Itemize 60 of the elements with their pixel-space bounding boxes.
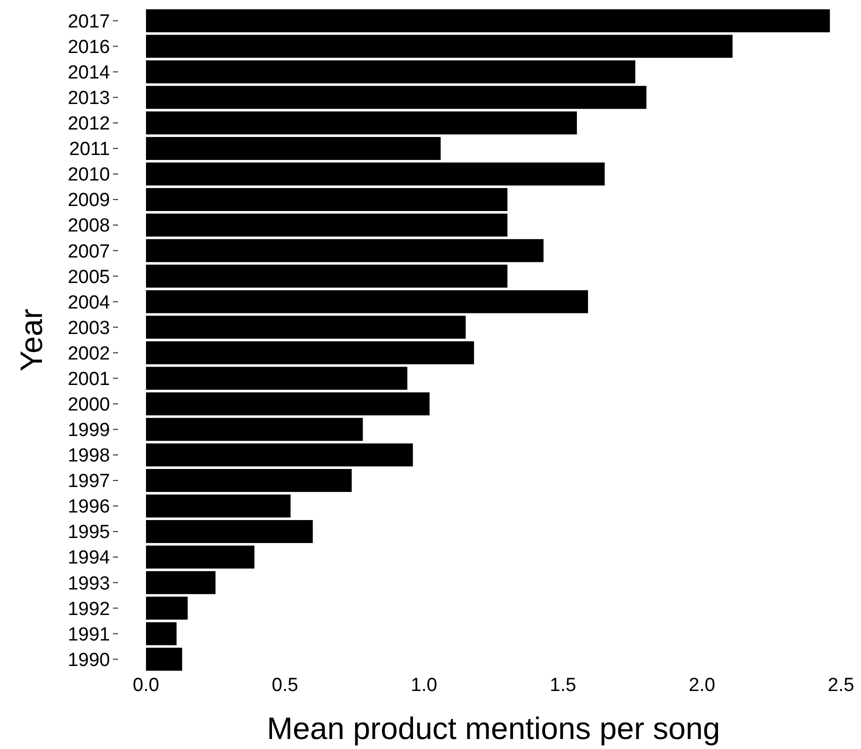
y-tick-label: 2008 bbox=[68, 216, 110, 237]
y-tick-label: 1991 bbox=[68, 624, 110, 646]
bar bbox=[146, 9, 830, 32]
bar bbox=[146, 494, 291, 518]
x-tick-label: 0.0 bbox=[132, 675, 160, 696]
bar bbox=[146, 60, 636, 84]
y-tick-label: 1997 bbox=[68, 471, 110, 492]
bar bbox=[146, 34, 733, 58]
bar bbox=[146, 316, 466, 339]
bar bbox=[146, 392, 430, 416]
bar bbox=[146, 622, 177, 646]
bar bbox=[146, 596, 188, 620]
bar bbox=[146, 188, 508, 212]
y-tick-label: 1998 bbox=[68, 446, 110, 467]
bar bbox=[146, 648, 182, 671]
y-tick-label: 1999 bbox=[68, 420, 110, 442]
y-tick-label: 1995 bbox=[68, 522, 110, 544]
bar bbox=[146, 86, 646, 109]
x-tick-label: 1.5 bbox=[550, 675, 576, 696]
y-tick-label: 2014 bbox=[68, 62, 110, 84]
y-tick-label: 2005 bbox=[68, 266, 110, 288]
y-tick-label: 2012 bbox=[68, 114, 110, 135]
y-tick-label: 1990 bbox=[68, 650, 110, 671]
y-tick-label: 1996 bbox=[68, 496, 110, 518]
y-tick-label: 2007 bbox=[68, 241, 110, 262]
bar bbox=[146, 239, 544, 262]
y-tick-label: 2001 bbox=[68, 368, 110, 390]
bar bbox=[146, 443, 413, 466]
bar bbox=[146, 418, 363, 441]
x-tick-label: 1.0 bbox=[410, 675, 438, 696]
bar bbox=[146, 214, 508, 237]
bar bbox=[146, 264, 508, 288]
x-tick-label: 2.0 bbox=[688, 675, 716, 696]
bar bbox=[146, 290, 588, 314]
bar bbox=[146, 366, 408, 390]
y-tick-label: 2002 bbox=[68, 343, 110, 364]
x-tick-label: 0.5 bbox=[272, 675, 298, 696]
y-tick-label: 2004 bbox=[68, 292, 110, 314]
y-tick-label: 1994 bbox=[68, 548, 110, 569]
y-tick-label: 2009 bbox=[68, 190, 110, 212]
bar bbox=[146, 136, 441, 160]
bar bbox=[146, 341, 474, 364]
bar bbox=[146, 468, 352, 492]
bar bbox=[146, 111, 577, 134]
y-axis-title: Year bbox=[14, 308, 49, 372]
x-tick-label: 2.5 bbox=[828, 675, 854, 696]
y-tick-label: 2000 bbox=[68, 394, 110, 416]
y-tick-label: 2011 bbox=[69, 139, 110, 160]
bar bbox=[146, 571, 216, 594]
y-tick-label: 2010 bbox=[68, 164, 110, 186]
bar bbox=[146, 162, 605, 186]
y-tick-label: 2013 bbox=[68, 88, 110, 110]
bar bbox=[146, 520, 313, 544]
y-tick-label: 2017 bbox=[68, 11, 110, 32]
y-tick-label: 2016 bbox=[68, 36, 110, 58]
y-tick-label: 2003 bbox=[68, 318, 110, 339]
x-axis-title: Mean product mentions per song bbox=[266, 711, 720, 746]
y-tick-label: 1993 bbox=[68, 573, 110, 594]
bar bbox=[146, 546, 254, 569]
y-tick-label: 1992 bbox=[68, 598, 110, 620]
